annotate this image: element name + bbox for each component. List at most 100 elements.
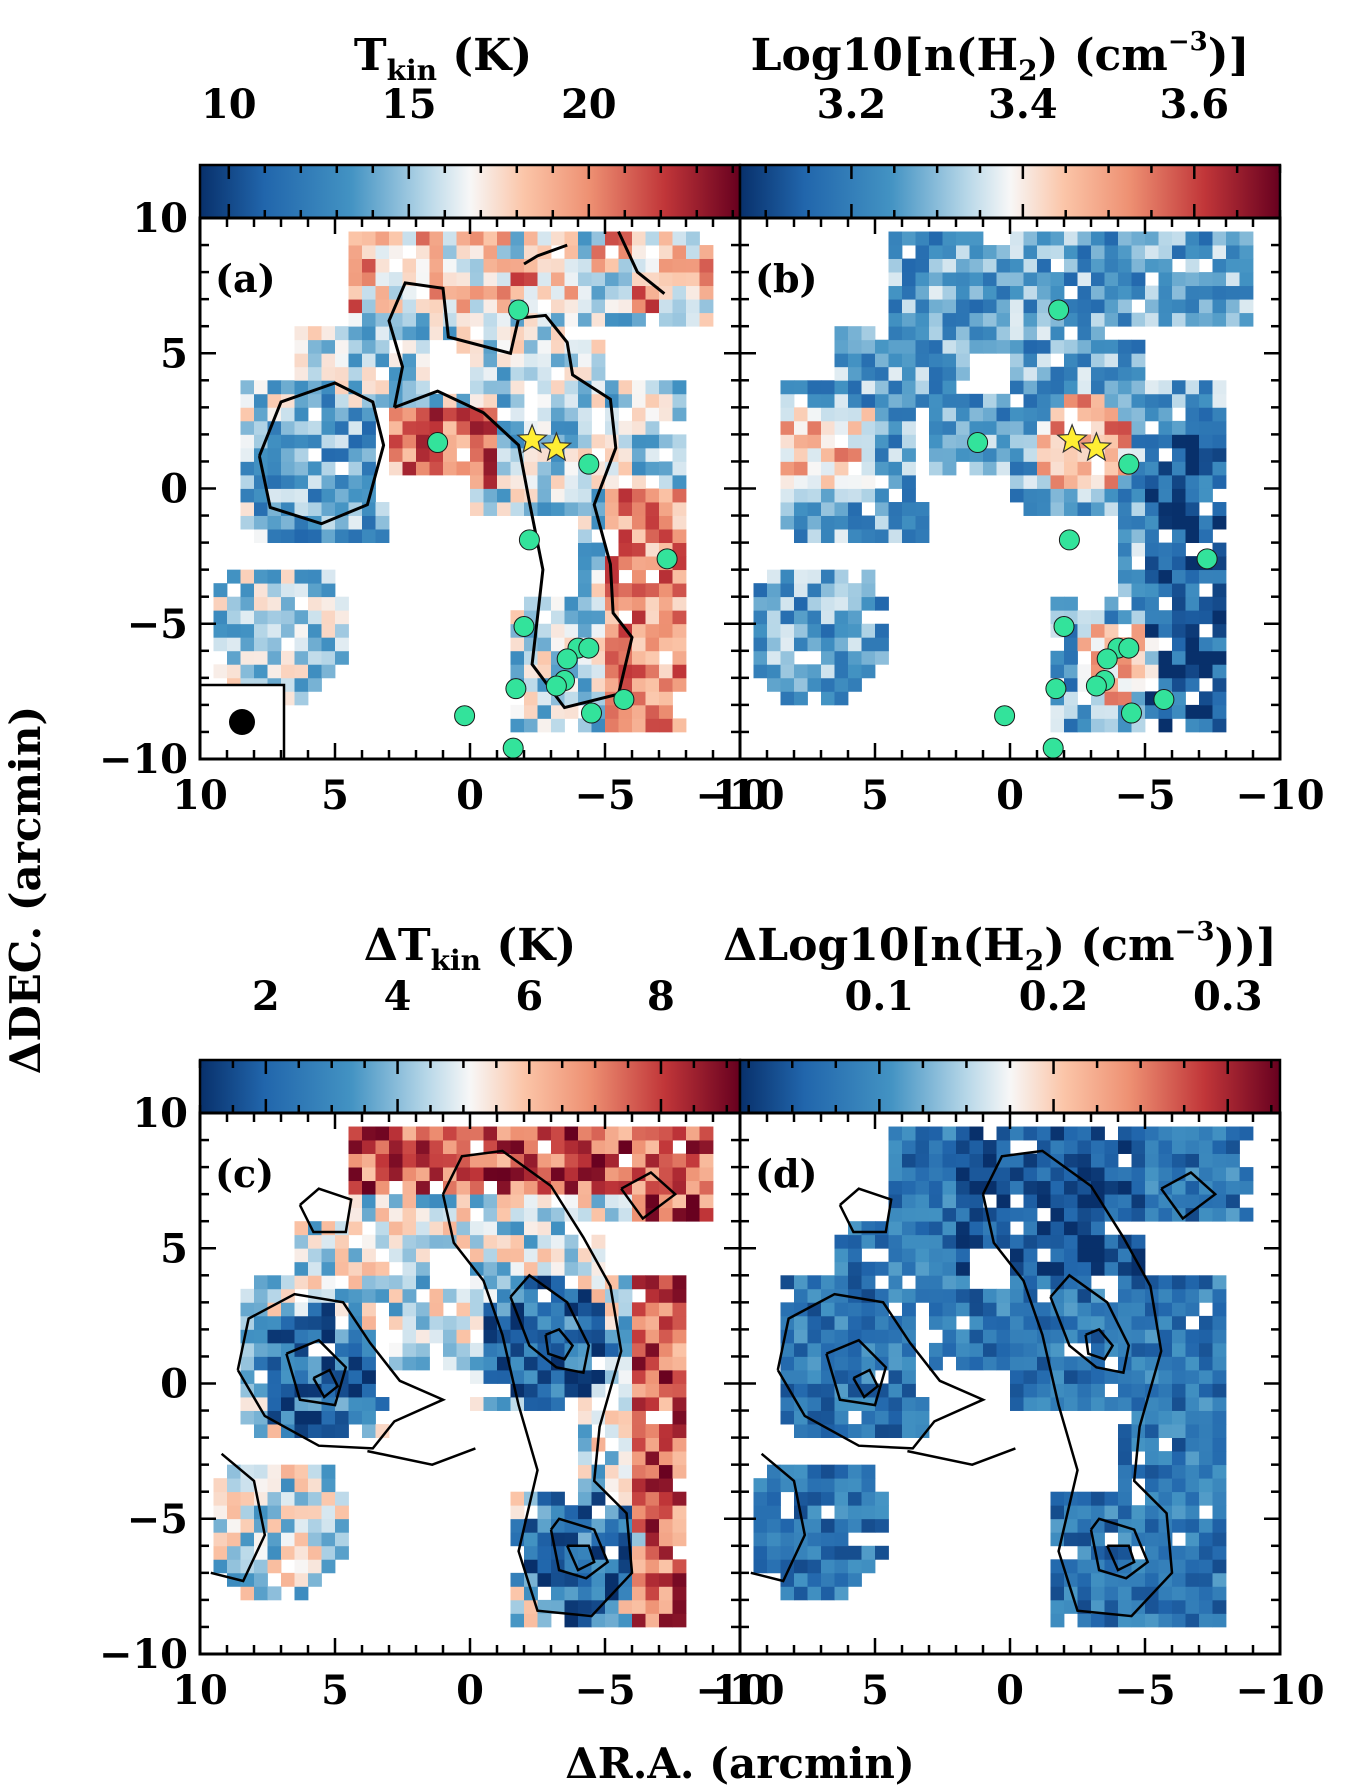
heatmap-cell xyxy=(267,596,282,611)
heatmap-cell xyxy=(807,1572,822,1587)
heatmap-cell xyxy=(524,1342,538,1357)
heatmap-cell xyxy=(1064,1180,1078,1195)
heatmap-cell xyxy=(1064,691,1078,706)
heatmap-cell xyxy=(578,312,592,327)
heatmap-cell xyxy=(618,502,633,516)
heatmap-cell xyxy=(983,461,997,476)
heatmap-cell xyxy=(1091,1599,1105,1614)
heatmap-cell xyxy=(1212,258,1227,273)
heatmap-cell xyxy=(645,1288,660,1303)
heatmap-cell xyxy=(294,623,309,638)
heatmap-cell xyxy=(1199,1545,1213,1560)
heatmap-cell xyxy=(497,502,511,516)
heatmap-cell xyxy=(848,1261,862,1276)
heatmap-cell xyxy=(1158,380,1173,395)
heatmap-cell xyxy=(996,326,1011,341)
heatmap-cell xyxy=(672,623,687,638)
heatmap-cell xyxy=(659,285,673,300)
heatmap-cell xyxy=(1199,1437,1213,1452)
heatmap-cell xyxy=(861,1234,876,1249)
heatmap-cell xyxy=(686,1194,700,1209)
heatmap-cell xyxy=(794,1288,808,1303)
heatmap-cell xyxy=(335,420,349,435)
heatmap-cell xyxy=(308,637,322,652)
heatmap-cell xyxy=(672,718,687,733)
heatmap-cell xyxy=(780,650,795,665)
heatmap-cell xyxy=(821,664,835,679)
heatmap-cell xyxy=(591,664,606,679)
heatmap-cell xyxy=(1199,1126,1213,1141)
heatmap-cell xyxy=(929,1288,943,1303)
heatmap-cell xyxy=(1212,1572,1227,1587)
heatmap-cell xyxy=(1172,1397,1186,1411)
heatmap-cell xyxy=(861,1559,876,1574)
heatmap-cell xyxy=(308,461,322,476)
heatmap-cell xyxy=(1199,650,1213,665)
heatmap-cell xyxy=(348,515,363,530)
heatmap-cell xyxy=(794,488,808,503)
heatmap-cell xyxy=(969,1126,984,1141)
heatmap-cell xyxy=(335,1545,349,1560)
heatmap-cell xyxy=(470,1356,484,1371)
heatmap-cell xyxy=(632,542,646,557)
heatmap-cell xyxy=(686,1180,700,1195)
heatmap-cell xyxy=(807,1545,822,1560)
heatmap-cell xyxy=(1023,420,1038,435)
y-tick-label: 5 xyxy=(160,1225,188,1272)
heatmap-cell xyxy=(1118,610,1132,625)
heatmap-cell xyxy=(821,610,835,625)
heatmap-cell xyxy=(902,1329,916,1344)
heatmap-cell xyxy=(362,1248,376,1263)
heatmap-cell xyxy=(1118,366,1132,381)
heatmap-cell xyxy=(875,637,889,652)
heatmap-cell xyxy=(1185,664,1200,679)
heatmap-cell xyxy=(456,1342,471,1357)
heatmap-cell xyxy=(1010,231,1024,246)
heatmap-cell xyxy=(807,1410,822,1425)
x-tick-label: 10 xyxy=(172,772,228,819)
heatmap-cell xyxy=(483,1261,498,1276)
heatmap-cell xyxy=(807,637,822,652)
heatmap-cell xyxy=(672,1275,687,1290)
heatmap-cell xyxy=(1226,245,1240,259)
heatmap-cell xyxy=(443,1329,457,1344)
heatmap-cell xyxy=(470,1369,484,1384)
heatmap-cell xyxy=(1199,1140,1213,1154)
heatmap-cell xyxy=(1145,623,1159,638)
heatmap-cell xyxy=(942,245,957,259)
heatmap-cell xyxy=(537,339,552,354)
heatmap-cell xyxy=(321,502,336,516)
heatmap-cell xyxy=(1172,1288,1186,1303)
heatmap-cell xyxy=(1050,650,1065,665)
heatmap-cell xyxy=(1199,299,1213,314)
heatmap-cell xyxy=(1199,393,1213,408)
heatmap-cell xyxy=(389,1356,403,1371)
heatmap-cell xyxy=(618,1599,633,1614)
heatmap-cell xyxy=(497,447,511,462)
heatmap-cell xyxy=(402,326,417,341)
heatmap-cell xyxy=(416,1234,430,1249)
heatmap-cell xyxy=(821,515,835,530)
heatmap-cell xyxy=(375,1424,390,1439)
heatmap-cell xyxy=(686,1126,700,1141)
heatmap-cell xyxy=(821,1478,835,1493)
heatmap-cell xyxy=(254,1559,268,1574)
heatmap-cell xyxy=(794,502,808,516)
heatmap-cell xyxy=(1172,569,1186,584)
heatmap-cell xyxy=(1118,380,1132,395)
heatmap-cell xyxy=(888,434,903,449)
heatmap-cell xyxy=(362,1315,376,1330)
heatmap-cell xyxy=(645,1491,660,1506)
heatmap-cell xyxy=(956,366,970,381)
heatmap-cell xyxy=(848,583,862,598)
heatmap-cell xyxy=(1010,1288,1024,1303)
heatmap-cell xyxy=(578,1478,592,1493)
heatmap-cell xyxy=(1023,1383,1038,1398)
heatmap-cell xyxy=(1199,272,1213,287)
heatmap-cell xyxy=(618,1369,633,1384)
heatmap-cell xyxy=(1199,569,1213,584)
y-tick-label: 10 xyxy=(132,195,188,242)
heatmap-cell xyxy=(281,1383,295,1398)
heatmap-cell xyxy=(1158,1167,1173,1182)
heatmap-cell xyxy=(942,1153,957,1168)
